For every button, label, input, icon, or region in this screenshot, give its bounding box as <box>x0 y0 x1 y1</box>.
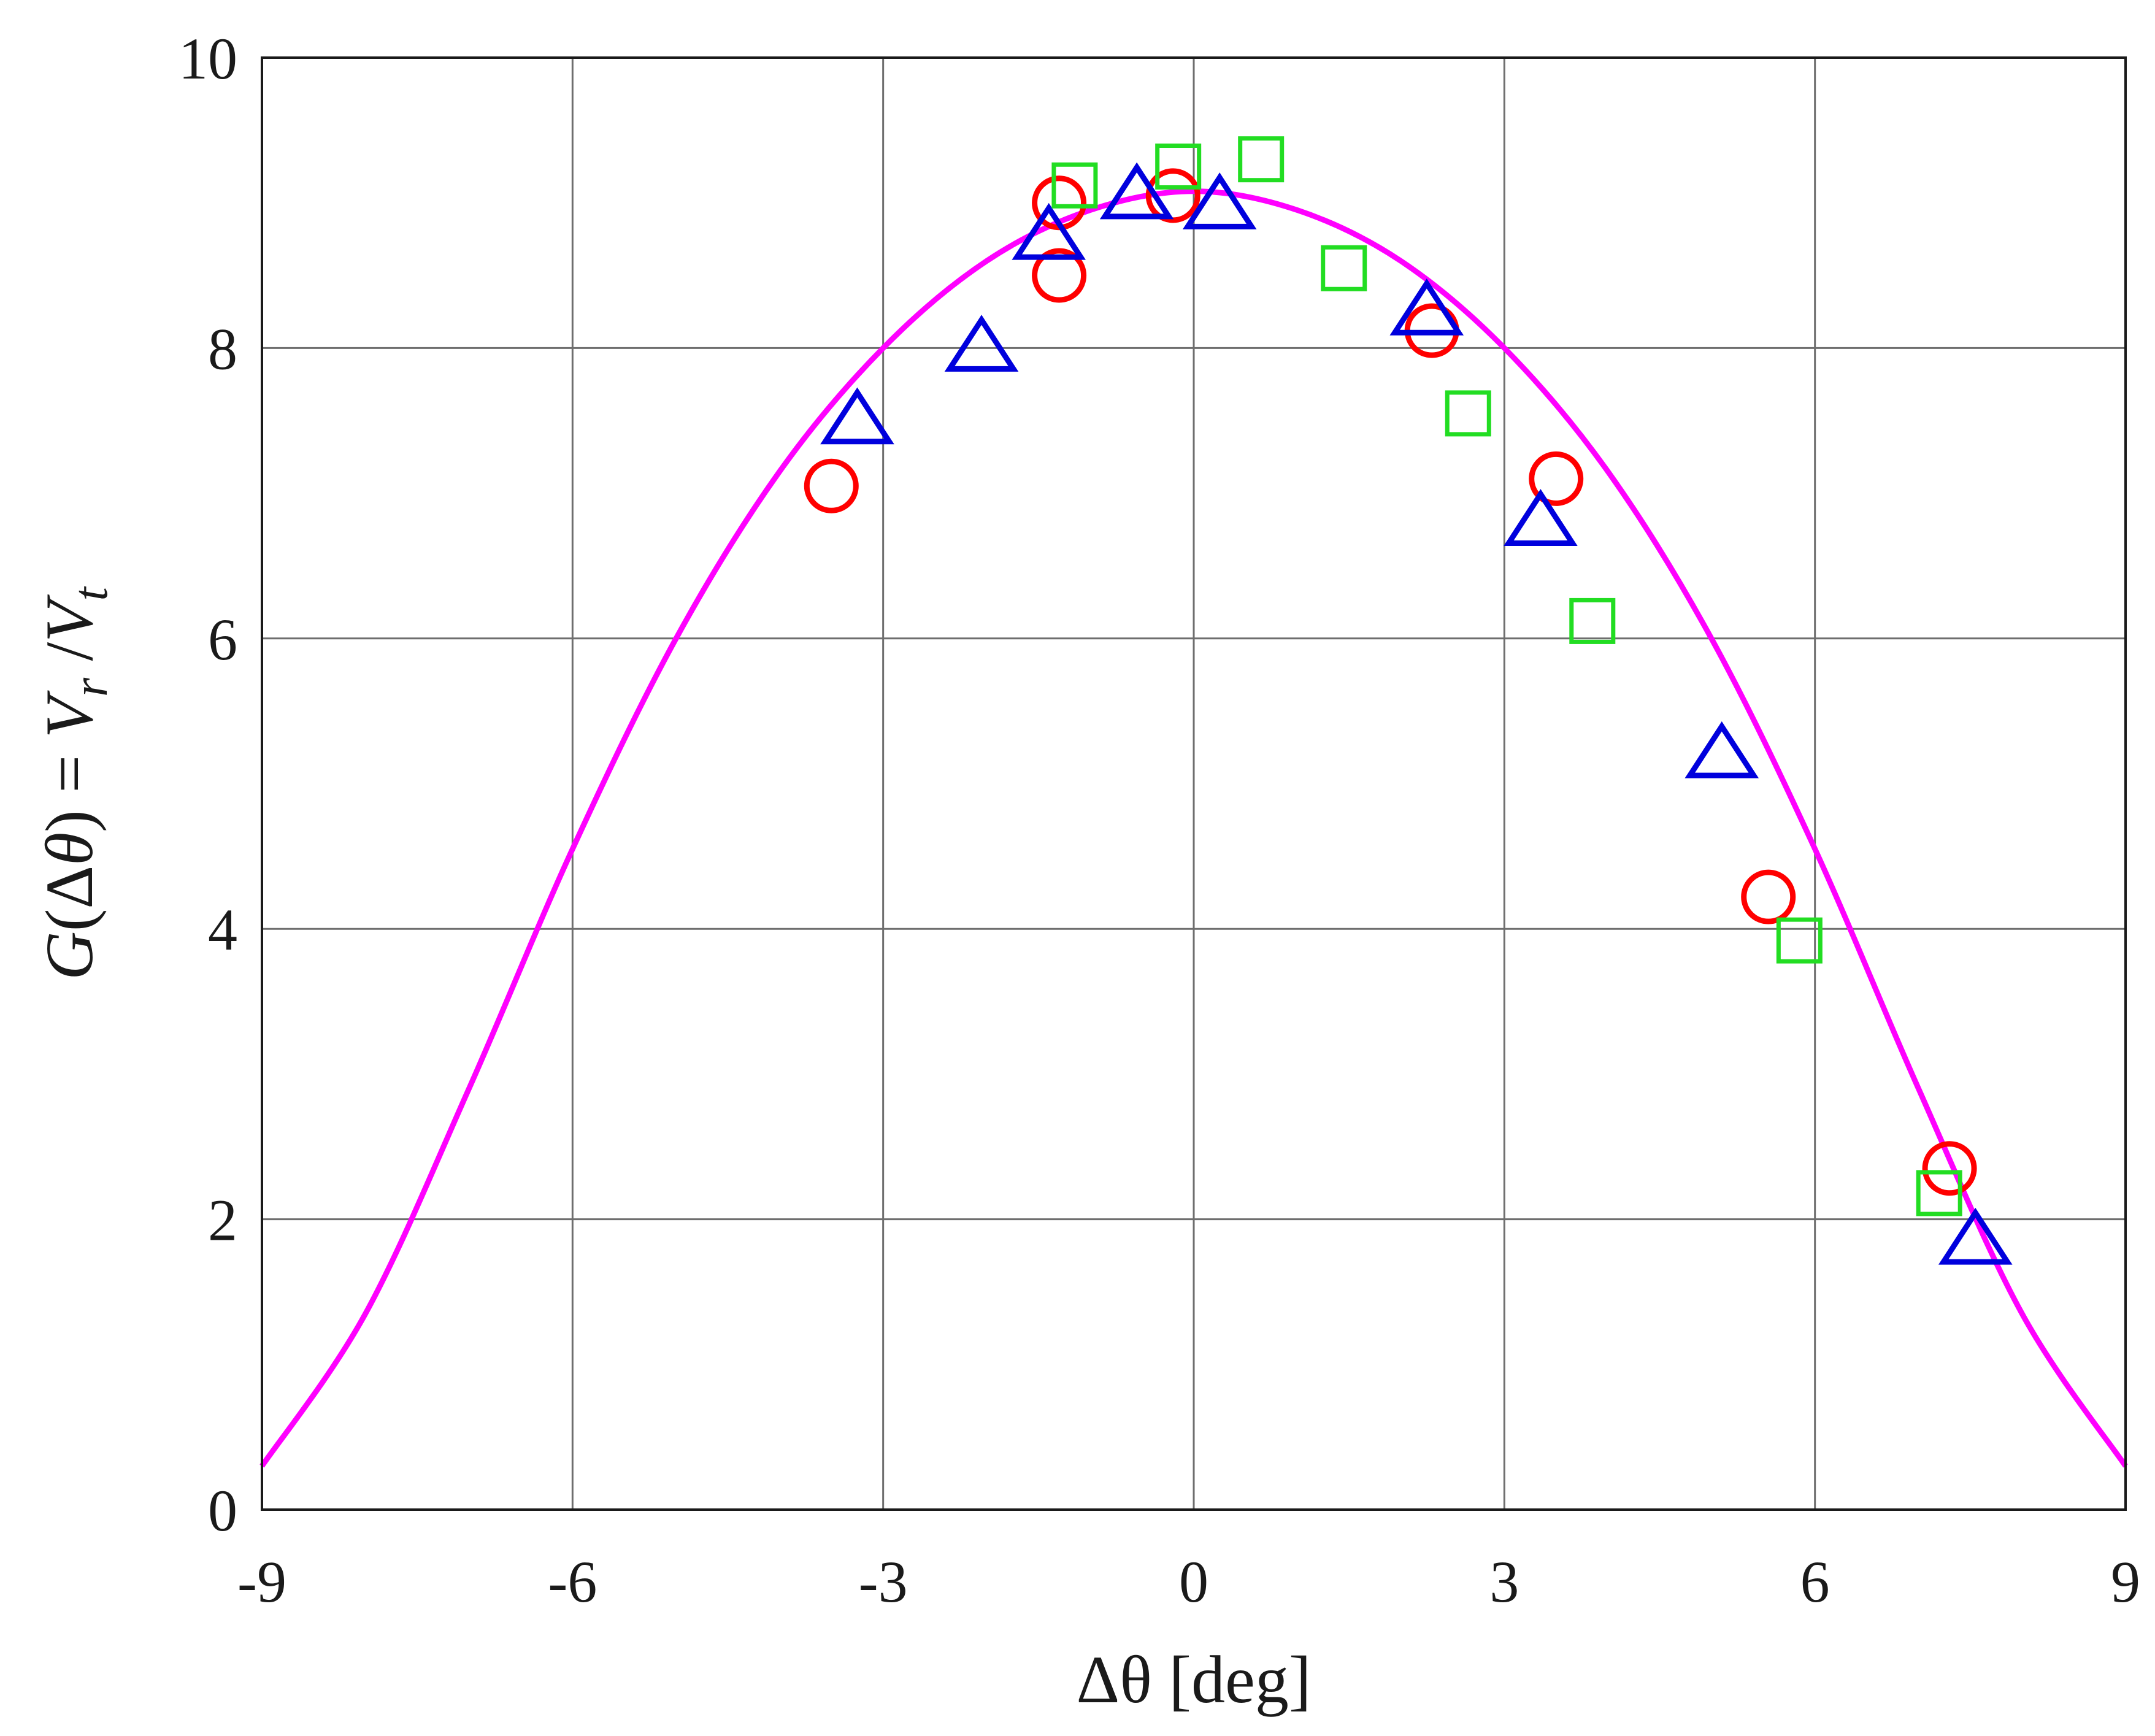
y-tick-label: 2 <box>208 1188 237 1253</box>
x-tick-label: 9 <box>2111 1549 2140 1615</box>
square-marker <box>1445 390 1491 437</box>
x-tick-label: -3 <box>859 1549 908 1615</box>
marker-layer <box>804 136 2013 1265</box>
circle-marker <box>1529 451 1584 506</box>
triangle-marker <box>820 387 894 445</box>
x-tick-labels: -9 -6 -3 0 3 6 9 <box>237 1549 2140 1615</box>
y-tick-label: 6 <box>208 607 237 672</box>
y-axis-label: G(Δθ) = Vr /Vt <box>32 586 118 980</box>
y-tick-label: 0 <box>208 1478 237 1543</box>
fit-curve-layer <box>259 188 2128 1468</box>
circle-marker <box>1922 1141 1977 1196</box>
grid <box>262 58 2126 1510</box>
square-marker <box>1051 162 1098 209</box>
y-tick-label: 10 <box>179 26 237 91</box>
triangle-marker <box>1684 721 1759 778</box>
x-tick-label: -9 <box>237 1549 286 1615</box>
square-marker <box>1569 597 1616 644</box>
plot-frame <box>261 56 2127 1511</box>
triangle-marker <box>1389 278 1464 336</box>
x-tick-label: 0 <box>1179 1549 1208 1615</box>
square-marker <box>1155 144 1202 190</box>
fit-curve <box>259 188 2128 1468</box>
x-tick-label: 3 <box>1489 1549 1519 1615</box>
x-tick-label: -6 <box>548 1549 597 1615</box>
y-tick-label: 4 <box>208 897 237 962</box>
triangle-marker <box>1182 172 1257 229</box>
circle-marker <box>804 458 859 513</box>
circle-marker <box>1145 168 1200 223</box>
square-marker <box>1916 1170 1962 1216</box>
y-tick-labels: 0 2 4 6 8 10 <box>179 26 237 1543</box>
triangle-marker <box>1938 1207 2013 1265</box>
x-tick-label: 6 <box>1800 1549 1830 1615</box>
circle-marker <box>1032 248 1087 303</box>
y-tick-label: 8 <box>208 316 237 382</box>
square-marker <box>1238 136 1285 183</box>
x-axis-label: Δθ [deg] <box>1076 1642 1311 1717</box>
triangle-marker <box>1504 489 1578 546</box>
square-marker <box>1776 917 1823 964</box>
circle-marker <box>1741 869 1796 924</box>
triangle-marker <box>944 315 1019 372</box>
triangle-marker <box>1012 202 1086 260</box>
square-marker <box>1321 245 1367 291</box>
triangle-marker <box>1099 162 1174 220</box>
